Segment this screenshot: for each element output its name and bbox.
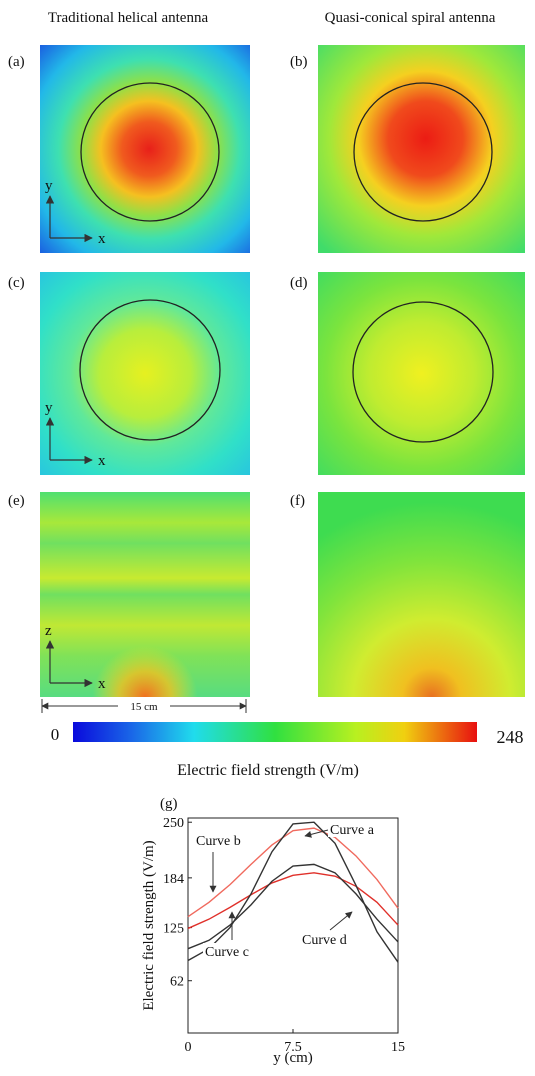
colorbar-title: Electric field strength (V/m) <box>177 762 359 779</box>
colorbar-max: 248 <box>497 727 524 747</box>
y-tick-label: 250 <box>163 816 184 831</box>
colorbar-min: 0 <box>51 725 60 744</box>
annotation-label: Curve c <box>205 945 249 960</box>
axis-indicators <box>45 195 93 688</box>
series-line <box>187 821 399 963</box>
annotation-label: Curve b <box>196 834 241 849</box>
x-axis-label: y (cm) <box>273 1050 313 1066</box>
panel-label: (e) <box>8 493 25 509</box>
axis-indicator-label: z <box>45 623 52 639</box>
axis-indicator-label: y <box>45 400 53 416</box>
boundary-circle <box>352 301 494 443</box>
boundary-circle <box>353 82 493 222</box>
series-line <box>187 863 399 950</box>
x-tick-label: 0 <box>185 1040 192 1055</box>
annotation-label: Curve d <box>302 933 347 948</box>
column-title: Traditional helical antenna <box>48 10 209 26</box>
x-tick-label: 7.5 <box>284 1040 302 1055</box>
panel-label: (c) <box>8 275 25 291</box>
axis-indicator-label: x <box>98 231 106 247</box>
y-axis-label: Electric field strength (V/m) <box>141 840 157 1010</box>
annotation-arrow <box>329 911 353 931</box>
annotation-arrow <box>304 829 329 838</box>
panel-label: (g) <box>160 796 178 812</box>
series-line <box>187 827 399 918</box>
series-line <box>187 872 399 930</box>
panel-label: (f) <box>290 493 305 509</box>
column-title: Quasi-conical spiral antenna <box>325 10 496 26</box>
panel-label: (d) <box>290 275 308 291</box>
panel-label: (a) <box>8 54 25 70</box>
y-tick-label: 62 <box>170 975 184 990</box>
annotation-bg <box>300 931 352 947</box>
annotation-bg <box>194 832 246 848</box>
scale-bar-label: 15 cm <box>130 701 158 713</box>
colorbar <box>73 722 477 742</box>
y-tick-label: 184 <box>163 872 184 887</box>
axis-indicator-label: x <box>98 676 106 692</box>
annotation-label: Curve a <box>330 823 375 838</box>
boundary-circle <box>79 299 221 441</box>
axis-indicator-label: y <box>45 178 53 194</box>
x-tick-label: 15 <box>391 1040 405 1055</box>
annotation-bg <box>328 821 380 837</box>
y-tick-label: 125 <box>163 922 184 937</box>
axis-indicator-label: x <box>98 453 106 469</box>
heatmap <box>40 45 250 253</box>
panel-label: (b) <box>290 54 308 70</box>
boundary-circle <box>80 82 220 222</box>
heatmap-overlay <box>40 492 250 697</box>
plot-frame <box>187 817 399 1034</box>
heatmap <box>40 272 250 475</box>
heatmap <box>318 45 525 253</box>
scale-bar-gap <box>118 699 170 713</box>
annotation-bg <box>203 943 255 959</box>
heatmap <box>318 492 525 697</box>
